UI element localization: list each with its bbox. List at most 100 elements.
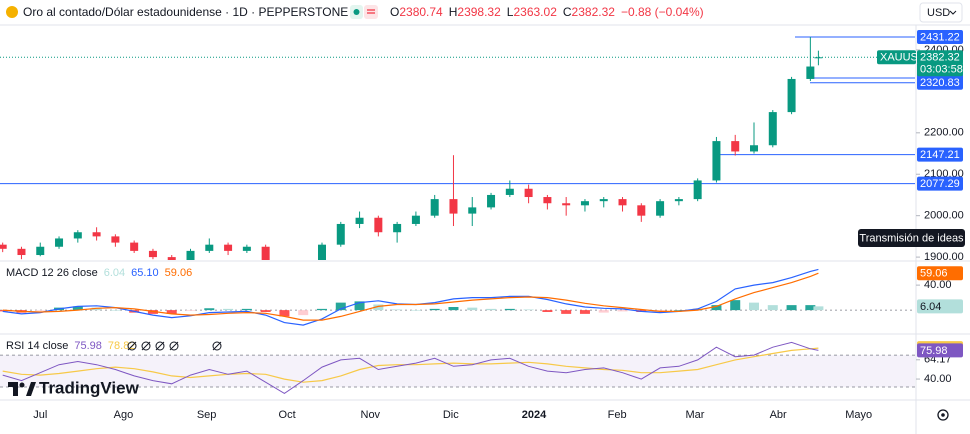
rsi-legend: RSI 14 close 75.98 78.82 (6, 340, 135, 352)
ohlc-value: 2380.74 (399, 5, 443, 19)
logo-mark (8, 382, 18, 396)
candle-body (280, 263, 288, 286)
candle-body (524, 188, 533, 198)
last-price-label: 2382.32 (920, 52, 960, 64)
x-tick-label: Dic (443, 409, 459, 421)
histogram-bar (749, 302, 760, 311)
candle-body (768, 112, 777, 146)
settings-button[interactable] (937, 409, 949, 421)
histogram-bar (711, 305, 722, 311)
logo-mark (19, 382, 25, 388)
rsi-title: RSI 14 close (6, 340, 68, 352)
histogram-bar (279, 310, 290, 317)
symbol-icon (6, 6, 18, 18)
histogram-bar (260, 310, 271, 312)
candle-body (205, 244, 214, 251)
macd-line (2, 272, 819, 321)
histogram-bar (448, 307, 459, 311)
visibility-icons (127, 341, 222, 351)
histogram-bar (72, 306, 83, 311)
candle-body (186, 250, 195, 260)
symbol-label-box (877, 50, 916, 65)
countdown-label-box (917, 62, 963, 77)
legend-value: 65.10 (131, 267, 159, 279)
histogram-bar (767, 305, 778, 311)
gear-center (941, 413, 945, 417)
candle-body (674, 199, 683, 202)
histogram-bar (813, 306, 824, 311)
macd-pane (0, 268, 915, 326)
candle-body (449, 199, 458, 214)
histogram-bar (805, 305, 816, 311)
eye-off-icon[interactable] (141, 341, 151, 351)
x-tick-label: Abr (770, 409, 787, 421)
histogram-bar (561, 310, 572, 314)
ohlc-value: 2363.02 (513, 5, 557, 19)
rsi-pane (0, 341, 915, 394)
price-level-label: 2077.29 (920, 178, 960, 190)
histogram-bar (523, 309, 534, 311)
candle-body (17, 248, 26, 256)
histogram-last-label-box (917, 299, 963, 314)
candle-body (299, 267, 307, 286)
histogram-bar (542, 310, 553, 312)
candle-body (505, 188, 514, 195)
price-level-label: 2320.83 (920, 77, 960, 89)
y-tick-label: 2200.00 (924, 127, 964, 139)
logo-mark (26, 382, 36, 396)
eye-off-icon[interactable] (212, 341, 222, 351)
histogram-bar (429, 308, 440, 311)
histogram-bar (335, 302, 346, 311)
axes: Jul Ago Sep Oct Nov Dic 2024 Feb Mar Abr Mayo 1900.… (33, 30, 964, 421)
x-tick-label: 2024 (522, 409, 547, 421)
legend-value: 75.98 (74, 340, 102, 352)
rsi-band (0, 355, 915, 388)
candle-body (712, 141, 721, 181)
candle-body (55, 238, 64, 247)
rsi-line (2, 341, 819, 394)
y-tick-label: 1900.00 (924, 251, 964, 263)
candle-body (618, 199, 627, 206)
candle-body (562, 203, 571, 206)
candle-body (242, 246, 251, 251)
countdown-label: 03:03:58 (920, 64, 963, 76)
candle-body (92, 232, 101, 237)
histogram-bar (166, 310, 177, 314)
y-tick-label: 40.00 (924, 279, 952, 291)
toggle-dot (353, 9, 360, 15)
candle-body (261, 246, 270, 260)
candle-body (111, 236, 120, 243)
eye-off-icon[interactable] (127, 341, 137, 351)
toggle-icon[interactable] (364, 5, 378, 19)
x-tick-label: Ago (114, 409, 134, 421)
x-tick-label: Mayo (845, 409, 872, 421)
eye-off-icon[interactable] (169, 341, 179, 351)
eye-off-icon[interactable] (155, 341, 165, 351)
signal-last-label-box (917, 266, 963, 281)
symbol-title: Oro al contado/Dólar estadounidense · 1D… (23, 5, 348, 19)
histogram-bar (392, 309, 403, 311)
candle-body (787, 78, 796, 113)
currency-dropdown[interactable] (919, 2, 963, 23)
candle-body (430, 199, 439, 216)
rsi-line (2, 347, 819, 383)
candle-body (317, 244, 326, 260)
histogram-bar (204, 308, 215, 311)
y-tick-label: 40.00 (924, 373, 952, 385)
histogram-bar (467, 307, 478, 311)
histogram-bar (373, 304, 384, 311)
histogram-bar (241, 308, 252, 311)
candle-body (224, 244, 233, 251)
candle-body (468, 207, 477, 214)
histogram-bar (786, 305, 797, 311)
x-tick-label: Sep (197, 409, 217, 421)
candle-body (599, 199, 608, 202)
ohlc-prefix: O (390, 5, 399, 19)
histogram-bar (598, 310, 609, 313)
candle-body (73, 232, 82, 239)
histogram-bar (110, 310, 121, 311)
logo: TradingView (8, 378, 140, 397)
x-tick-label: Mar (685, 409, 704, 421)
